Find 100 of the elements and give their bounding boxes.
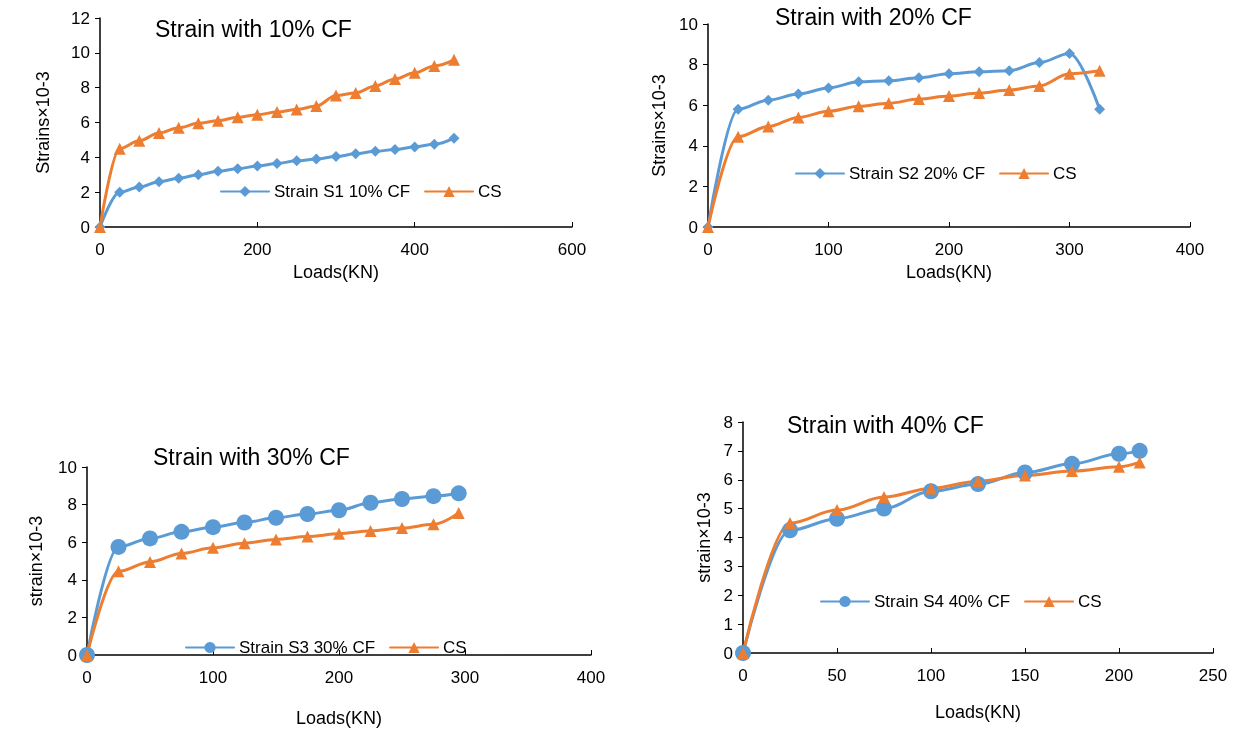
point [236,514,253,531]
x-tick-label: 200 [1104,666,1134,685]
legend-label: Strain S4 40% CF [874,592,1011,611]
x-axis-title: Loads(KN) [295,708,383,728]
point [762,120,775,133]
point [1133,456,1146,469]
y-tick-label: 8 [67,495,77,515]
x-tick-label: 200 [243,240,272,259]
x-tick-label: 300 [450,668,480,687]
x-tick-label: 600 [557,240,587,259]
point [822,105,835,118]
point [153,176,165,188]
point [144,555,156,568]
y-tick-label: 2 [723,585,733,605]
point [882,97,895,110]
legend-label: CS [1078,592,1102,611]
x-tick-label: 400 [400,240,429,259]
y-axis-title: strain×10-3 [26,515,46,607]
point [232,163,244,175]
y-tick-label: 0 [80,217,90,237]
y-tick-label: 4 [80,147,90,167]
point [973,66,985,78]
point [299,506,316,522]
point [1019,469,1031,482]
x-tick-label: 150 [1010,666,1040,685]
point [762,94,774,106]
point [973,87,986,100]
y-tick-label: 7 [723,441,733,461]
point [1003,83,1016,96]
point [173,172,185,184]
point [428,138,440,150]
point [792,111,805,124]
point [448,132,460,144]
point [1066,465,1078,478]
y-tick-label: 10 [71,43,90,63]
point [1111,445,1127,462]
point [192,169,204,181]
x-axis-title: Loads(KN) [905,261,993,282]
point [364,524,377,537]
point [1064,47,1075,59]
x-tick-label: 400 [576,668,606,687]
point [175,547,188,560]
point [394,490,410,507]
point [310,99,323,112]
x-tick-label: 0 [738,666,748,685]
x-tick-label: 50 [827,666,847,685]
point [349,86,362,99]
point [876,500,892,517]
point [408,66,421,79]
point [389,144,401,155]
y-tick-label: 0 [688,217,698,237]
point [330,150,342,162]
point [172,121,185,134]
y-tick-label: 10 [679,14,698,34]
point [425,488,442,505]
point [212,114,224,127]
x-tick-label: 100 [198,668,228,687]
point [409,141,421,153]
point [270,533,282,546]
point [110,538,127,555]
point [192,117,205,130]
y-tick-label: 0 [723,643,733,663]
y-tick-label: 0 [67,645,77,665]
point [428,59,441,72]
x-tick-label: 0 [95,240,105,259]
y-tick-label: 2 [80,182,90,202]
point [450,485,467,502]
y-axis-title: Strains×10-3 [649,74,669,177]
point [133,134,146,147]
y-tick-label: 5 [723,499,733,519]
point [912,93,925,106]
point [452,507,465,520]
y-tick-label: 2 [688,176,698,196]
point [350,148,362,160]
point [301,530,314,543]
x-tick-label: 300 [1055,240,1084,259]
y-tick-label: 12 [71,8,90,28]
y-tick-label: 2 [67,607,77,627]
y-tick-label: 8 [723,412,733,432]
x-tick-label: 200 [324,668,354,687]
y-tick-label: 3 [723,556,733,576]
y-tick-label: 8 [688,55,698,75]
point [823,82,834,94]
x-axis-title: Loads(KN) [292,261,380,282]
point [153,126,165,139]
point [784,517,796,530]
point [212,165,224,177]
point [251,108,264,121]
x-tick-label: 200 [934,240,964,259]
y-tick-label: 6 [80,113,90,132]
point [1033,79,1046,92]
legend-label: CS [478,182,502,201]
point [290,103,303,116]
point [114,186,126,198]
y-tick-label: 6 [67,532,77,552]
point [396,522,408,535]
point [173,523,190,540]
point [142,530,158,547]
y-tick-label: 4 [67,570,77,590]
point [207,541,219,554]
